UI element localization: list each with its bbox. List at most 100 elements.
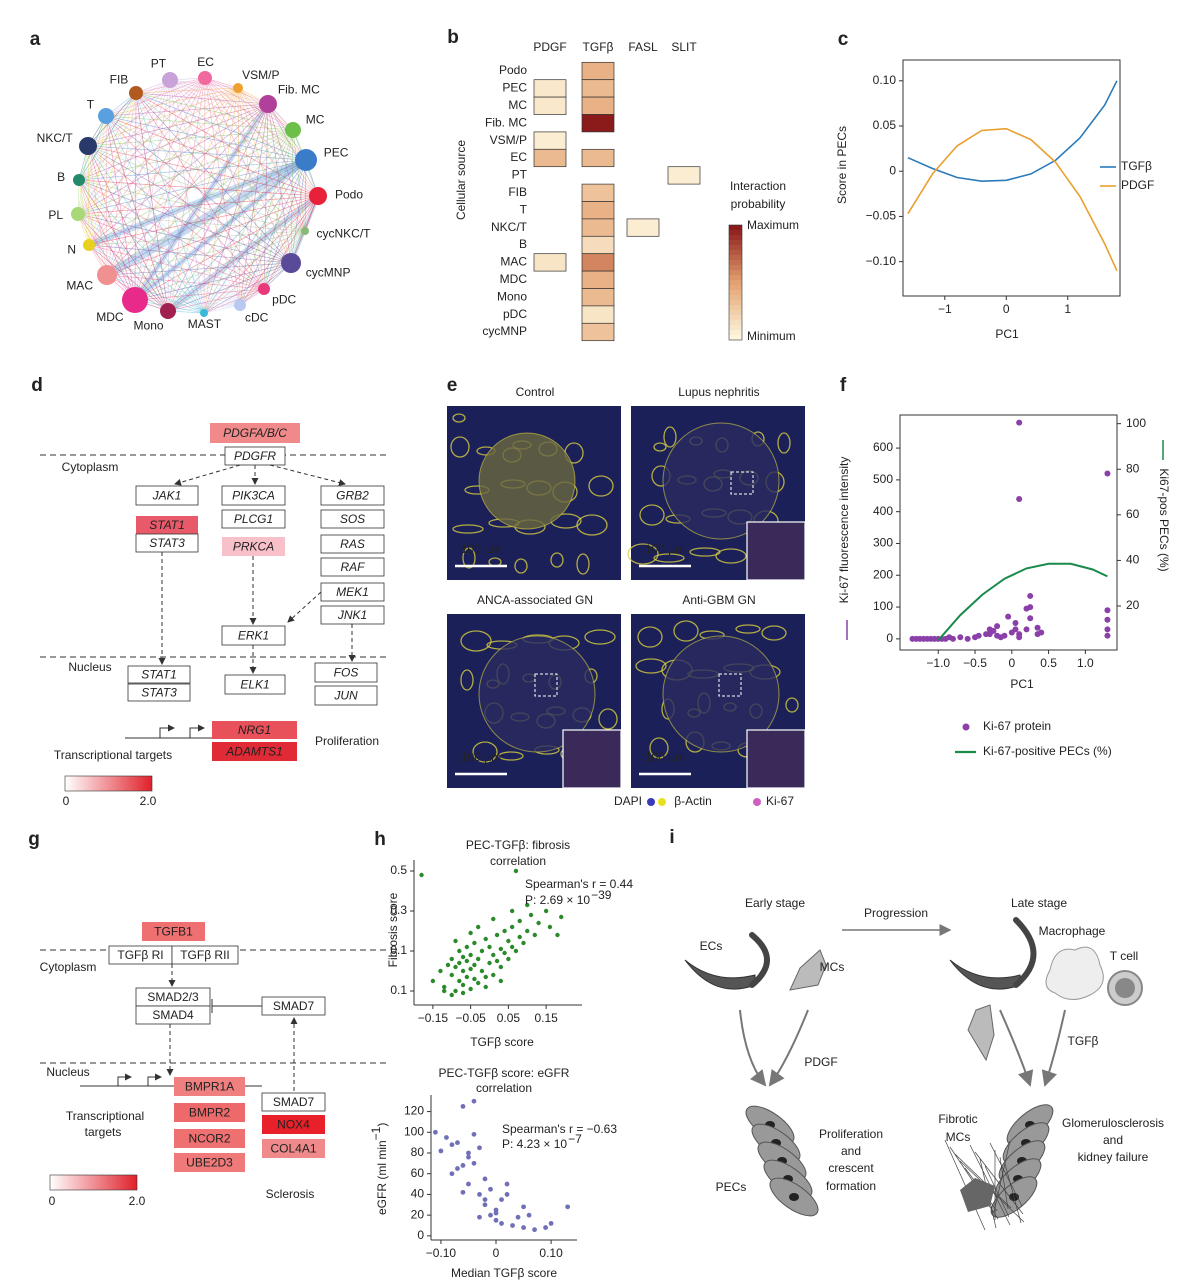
scale-bar-label: 100 µm [461,750,501,764]
panel-label: e [447,375,458,396]
row-label: MC [508,98,527,112]
pec-nucleus [789,1193,799,1201]
node-label: cycNKC/T [317,227,372,241]
y2-tick-label: 40 [1126,553,1140,567]
panel-label: b [447,27,459,48]
node-label: PEC [324,145,349,159]
data-point [444,1135,449,1140]
data-point [509,944,515,950]
heat-cell [533,148,567,168]
data-point [1038,629,1045,636]
tissue-structure [598,708,618,730]
edge [87,157,308,248]
x-tick-label: 0.15 [534,1011,558,1025]
edge [78,179,136,301]
edge [77,213,205,314]
edge [78,103,269,181]
edge [292,129,306,232]
data-point [494,932,500,938]
tissue-structure [761,625,787,641]
gene-label: NRG1 [238,723,271,737]
fibre [993,1140,1011,1213]
edge [263,195,319,290]
tissue-structure [452,524,484,534]
data-point [1104,607,1111,614]
edge [237,87,307,161]
gene-label: MEK1 [336,585,369,599]
data-point [487,960,492,966]
data-point [442,988,447,994]
edge [78,179,265,290]
gene-label: SMAD4 [152,1008,194,1022]
line-series [937,562,1108,641]
x-tick-label: 0.05 [497,1011,521,1025]
data-point [517,934,522,940]
network-node [234,299,246,311]
row-label: MDC [500,272,528,286]
gene-box [127,665,191,684]
data-point [509,924,515,930]
caption: targets [85,1125,122,1139]
inset-region [730,471,754,495]
data-point [1023,626,1030,633]
edge [106,274,241,306]
network-node [200,309,208,317]
gene-label: BMPR1A [185,1080,234,1094]
stage-label: Late stage [1011,896,1067,910]
edge [87,145,169,312]
row-label: cycMNP [482,324,527,338]
data-point [493,1217,499,1223]
edge [78,87,239,181]
node-label: VSM/P [242,68,279,82]
tissue-structure [452,413,466,423]
network-node [98,108,114,124]
data-point [453,988,458,994]
edge [169,79,205,314]
arrow [999,1009,1034,1087]
edge [78,179,319,197]
data-point [555,932,560,938]
colorbar-step [729,260,742,266]
gene-label: PDGFR [234,449,276,463]
gene-label: SMAD2/3 [147,990,199,1004]
legend-dot [647,798,655,806]
annotation: P: 4.23 × 10 [502,1137,567,1151]
node-label: NKC/T [37,131,74,145]
edge [263,129,294,290]
y-tick-label: 0.1 [390,943,407,957]
panel-label: c [838,29,849,50]
node-label: Fib. MC [278,82,320,96]
x-tick-label: 0 [493,1246,500,1260]
x-tick-label: −0.05 [455,1011,486,1025]
annotation: P: 2.69 × 10 [525,893,590,907]
column-label: PDGF [533,40,566,54]
legend-label: Ki-67-positive PECs (%) [983,744,1112,758]
panel-label: f [840,375,847,396]
edge [88,244,169,312]
fibrotic-mc [960,1178,995,1212]
gene-box [210,423,300,443]
y-tick-label: 60 [411,1166,425,1180]
crescent [949,959,1021,990]
heat-cell [581,270,615,289]
edge [167,77,206,312]
gene-label: JAK1 [152,489,182,503]
tissue-structure [514,558,528,574]
annotation-exponent: −39 [591,888,612,902]
edge [267,103,319,197]
row-label: FIB [508,185,527,199]
cell-label: MCs [820,960,845,974]
y-tick-label: 300 [873,536,893,550]
edge [203,288,265,314]
gene-box [136,516,198,534]
edge [104,156,309,279]
x-tick-label: 0.10 [539,1246,563,1260]
fibre [944,1139,986,1231]
legend-label: β-Actin [674,794,712,808]
data-point [1027,615,1034,622]
heat-cell [581,235,615,255]
legend-label: TGFβ [1121,159,1152,173]
edge [106,195,319,276]
network-node [160,303,176,319]
data-point [521,1225,526,1230]
